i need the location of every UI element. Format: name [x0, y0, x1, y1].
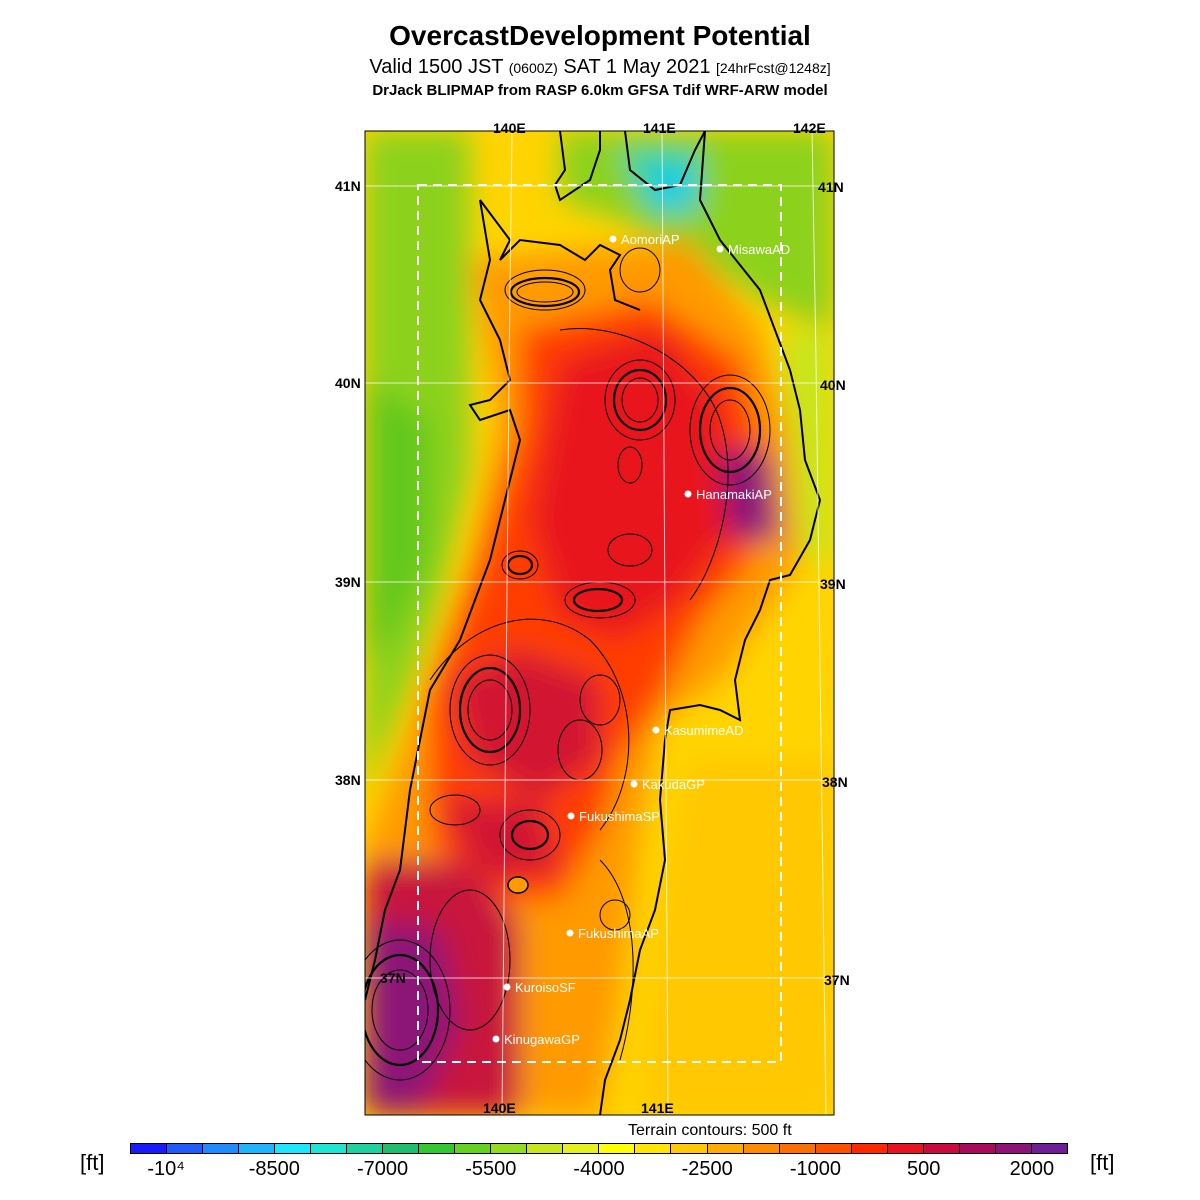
legend-color-swatch: [599, 1144, 636, 1153]
station-label: KinugawaGP: [504, 1032, 580, 1047]
legend-color-swatch: [419, 1144, 456, 1153]
terrain-contours-bold: [365, 276, 762, 1067]
station-misawa: MisawaAD: [716, 242, 790, 257]
map-frame: [364, 130, 835, 1116]
station-label: FukushimaAP: [578, 926, 659, 941]
legend-color-swatch: [203, 1144, 240, 1153]
legend-color-swatch: [959, 1144, 996, 1153]
lat-label-right: 38N: [822, 774, 848, 790]
legend-tick-label: 2000: [1009, 1158, 1055, 1180]
legend-color-swatch: [311, 1144, 348, 1153]
lat-label-left: 38N: [335, 772, 361, 788]
legend-color-swatch: [923, 1144, 960, 1153]
valid-prefix: Valid 1500 JST: [369, 56, 504, 78]
station-label: MisawaAD: [728, 242, 790, 257]
station-label: HanamakiAP: [696, 487, 772, 502]
color-legend-bar: [130, 1143, 1068, 1154]
valid-time: Valid 1500 JST (0600Z) SAT 1 May 2021 [2…: [0, 56, 1200, 79]
station-kinugawa: KinugawaGP: [492, 1032, 580, 1047]
legend-color-swatch: [491, 1144, 528, 1153]
legend-color-swatch: [455, 1144, 492, 1153]
terrain-contours: [365, 247, 771, 1081]
forecast-info: [24hrFcst@1248z]: [716, 60, 831, 76]
legend-color-swatch: [671, 1144, 708, 1153]
lat-label-right: 39N: [820, 576, 846, 592]
station-label: FukushimaSP: [579, 809, 660, 824]
station-kasumime: KasumimeAD: [652, 723, 743, 738]
lon-label-top: 142E: [793, 120, 826, 136]
station-label: KuroisoSF: [515, 980, 576, 995]
legend-color-swatch: [815, 1144, 852, 1153]
model-description: DrJack BLIPMAP from RASP 6.0km GFSA Tdif…: [372, 82, 828, 99]
legend-tick-label: 500: [907, 1158, 941, 1180]
lon-label-bottom: 141E: [641, 1100, 674, 1116]
lat-label-right: 37N: [824, 972, 850, 988]
map-title: OvercastDevelopment Potential: [389, 20, 811, 51]
station-hanamaki: HanamakiAP: [684, 487, 772, 502]
station-aomori: AomoriAP: [609, 232, 680, 247]
station-fukushima-ap: FukushimaAP: [566, 926, 659, 941]
legend-unit-left: [ft]: [80, 1150, 105, 1175]
legend-color-swatch: [239, 1144, 276, 1153]
lat-label-right: 41N: [818, 179, 844, 195]
legend-tick-label: -2500: [681, 1158, 733, 1180]
lon-label-top: 141E: [643, 120, 676, 136]
legend-color-swatch: [347, 1144, 384, 1153]
legend-tick-label: -4000: [573, 1158, 625, 1180]
legend-color-swatch: [527, 1144, 564, 1153]
legend-tick-label: -5500: [465, 1158, 517, 1180]
station-fukushima-sp: FukushimaSP: [567, 809, 660, 824]
legend-color-swatch: [779, 1144, 816, 1153]
legend-unit-right: [ft]: [1090, 1150, 1115, 1175]
station-kakuda: KakudaGP: [630, 777, 705, 792]
legend-color-swatch: [1031, 1144, 1067, 1153]
legend-color-swatch: [851, 1144, 888, 1153]
lat-label-left: 41N: [335, 178, 361, 194]
legend-color-swatch: [635, 1144, 672, 1153]
station-kuroiso: KuroisoSF: [503, 980, 576, 995]
lon-label-bottom: 140E: [483, 1100, 516, 1116]
lat-label-left: 40N: [335, 375, 361, 391]
coastline: [365, 131, 822, 1115]
lon-label-top: 140E: [493, 120, 526, 136]
legend-color-swatch: [563, 1144, 600, 1153]
legend-color-swatch: [383, 1144, 420, 1153]
legend-tick-label: -1000: [789, 1158, 842, 1180]
legend-tick-label: -10⁴: [147, 1158, 185, 1180]
legend-tick-label: -8500: [248, 1158, 300, 1180]
legend-color-swatch: [995, 1144, 1032, 1153]
legend-color-swatch: [887, 1144, 924, 1153]
station-label: KakudaGP: [642, 777, 705, 792]
terrain-note: Terrain contours: 500 ft: [628, 1122, 792, 1139]
legend-color-swatch: [275, 1144, 312, 1153]
legend-color-swatch: [167, 1144, 204, 1153]
analysis-region-box: [417, 184, 782, 1063]
legend-color-swatch: [131, 1144, 168, 1153]
legend-color-swatch: [707, 1144, 744, 1153]
station-label: AomoriAP: [621, 232, 680, 247]
valid-date: SAT 1 May 2021: [563, 56, 711, 78]
lat-label-left: 37N: [380, 970, 406, 986]
legend-tick-label: -7000: [356, 1158, 409, 1180]
station-markers: AomoriAP MisawaAD HanamakiAP KasumimeAD …: [492, 232, 790, 1047]
lat-label-right: 40N: [820, 377, 846, 393]
valid-utc: (0600Z): [508, 60, 558, 76]
lat-label-left: 39N: [335, 574, 361, 590]
legend-color-swatch: [743, 1144, 780, 1153]
station-label: KasumimeAD: [664, 723, 743, 738]
overcast-potential-field: [365, 131, 834, 1115]
